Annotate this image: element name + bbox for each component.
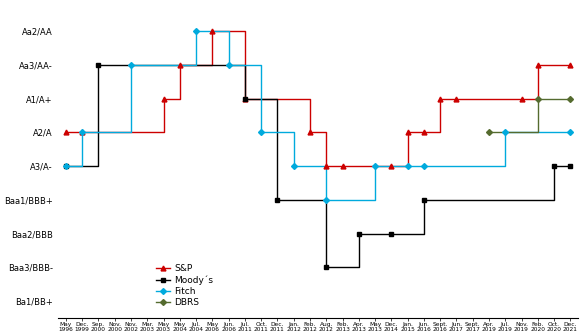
Moody´s bbox=[420, 198, 427, 202]
Fitch bbox=[502, 130, 509, 134]
S&P bbox=[241, 97, 248, 101]
S&P bbox=[209, 29, 216, 33]
Line: S&P: S&P bbox=[64, 29, 573, 169]
S&P bbox=[79, 130, 86, 134]
Fitch bbox=[290, 164, 297, 168]
Fitch bbox=[62, 164, 69, 168]
Fitch bbox=[323, 198, 330, 202]
Moody´s bbox=[355, 232, 362, 236]
Fitch bbox=[420, 164, 427, 168]
S&P bbox=[518, 97, 525, 101]
S&P bbox=[339, 164, 346, 168]
S&P bbox=[437, 97, 444, 101]
Line: Moody´s: Moody´s bbox=[64, 62, 573, 270]
S&P bbox=[567, 63, 574, 67]
S&P bbox=[453, 97, 460, 101]
S&P bbox=[323, 164, 330, 168]
Fitch bbox=[371, 164, 378, 168]
DBRS bbox=[567, 97, 574, 101]
S&P bbox=[388, 164, 395, 168]
Moody´s bbox=[323, 265, 330, 269]
S&P bbox=[420, 130, 427, 134]
Moody´s bbox=[95, 63, 102, 67]
Fitch bbox=[192, 29, 199, 33]
Moody´s bbox=[241, 97, 248, 101]
DBRS bbox=[486, 130, 493, 134]
Line: DBRS: DBRS bbox=[487, 96, 573, 134]
Moody´s bbox=[567, 164, 574, 168]
Line: Fitch: Fitch bbox=[64, 29, 573, 202]
Fitch bbox=[225, 63, 232, 67]
Fitch bbox=[258, 130, 265, 134]
S&P bbox=[534, 63, 541, 67]
Moody´s bbox=[550, 164, 557, 168]
S&P bbox=[62, 130, 69, 134]
S&P bbox=[404, 130, 411, 134]
Moody´s bbox=[388, 232, 395, 236]
Fitch bbox=[79, 130, 86, 134]
Fitch bbox=[567, 130, 574, 134]
Moody´s bbox=[62, 164, 69, 168]
Legend: S&P, Moody´s, Fitch, DBRS: S&P, Moody´s, Fitch, DBRS bbox=[156, 264, 213, 307]
Moody´s bbox=[274, 198, 281, 202]
Fitch bbox=[128, 63, 135, 67]
S&P bbox=[307, 130, 314, 134]
S&P bbox=[176, 63, 183, 67]
S&P bbox=[160, 97, 167, 101]
Fitch bbox=[404, 164, 411, 168]
DBRS bbox=[534, 97, 541, 101]
